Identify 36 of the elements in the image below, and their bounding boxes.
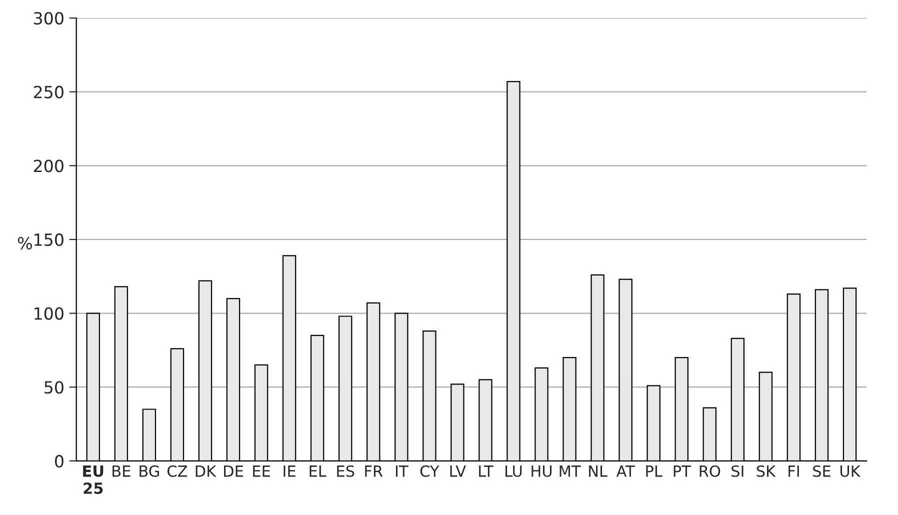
- x-tick-label: CY: [420, 465, 440, 477]
- x-tick-label: HU: [532, 466, 552, 477]
- x-tick-label: MT: [560, 466, 581, 477]
- x-tick-label: EE: [253, 466, 270, 477]
- y-tick-label: 150: [34, 233, 64, 246]
- x-tick-label: EL: [310, 466, 326, 477]
- x-tick-label: SK: [756, 465, 776, 477]
- x-tick-label: FR: [365, 466, 383, 477]
- y-tick-label: 0: [55, 454, 64, 468]
- x-tick-label: BG: [140, 465, 159, 477]
- x-tick-label: BE: [112, 466, 130, 477]
- x-tick-label: LT: [479, 466, 494, 477]
- x-tick-label: PT: [674, 466, 691, 477]
- y-tick-label: 50: [44, 381, 64, 394]
- x-tick-label: NL: [589, 466, 608, 477]
- y-tick-label: 200: [34, 160, 64, 172]
- x-tick-label: FI: [788, 466, 799, 477]
- x-tick-label: SE: [813, 465, 830, 477]
- x-tick-label: LU: [506, 466, 522, 477]
- x-tick-label: PL: [646, 466, 662, 477]
- x-tick-label: DE: [224, 466, 243, 477]
- x-tick-label: RO: [700, 465, 720, 477]
- x-tick-label: DK: [196, 466, 216, 477]
- x-tick-label: IE: [284, 466, 296, 477]
- y-tick-label: 250: [34, 86, 64, 98]
- x-tick-label: AT: [616, 466, 635, 477]
- y-tick-label: 100: [34, 307, 64, 320]
- x-tick-label: CZ: [168, 465, 188, 477]
- x-tick-label: EU 25: [83, 466, 104, 494]
- y-tick-label: 300: [34, 12, 64, 25]
- x-tick-label: IT: [396, 466, 408, 477]
- x-tick-label: SI: [732, 465, 744, 477]
- x-tick-label: ES: [337, 465, 354, 477]
- x-tick-label: UK: [840, 466, 861, 477]
- x-tick-label: LV: [450, 466, 466, 477]
- y-axis-title: %: [18, 236, 32, 250]
